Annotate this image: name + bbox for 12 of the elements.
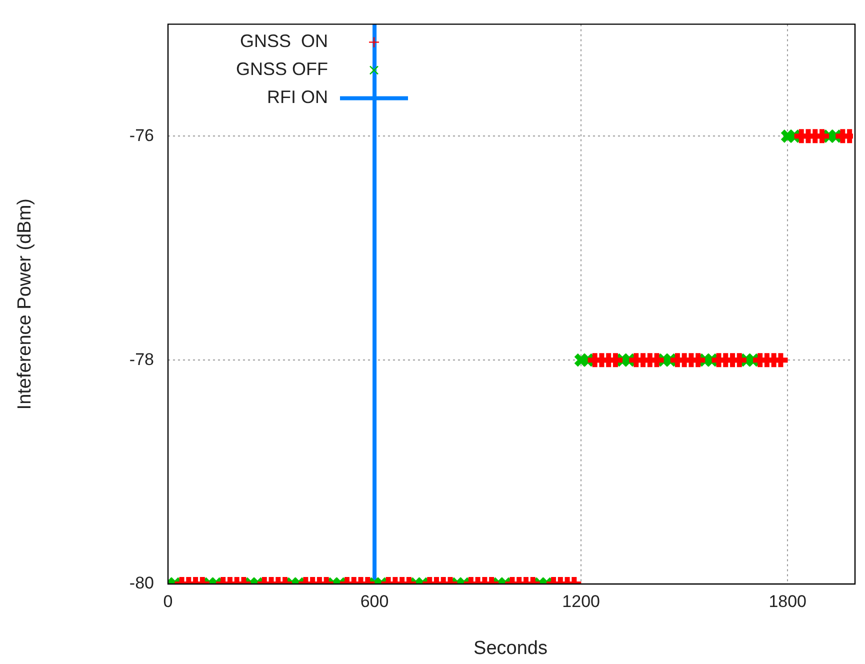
- x-tick-label: 0: [163, 592, 173, 611]
- y-tick-label: -76: [129, 126, 154, 145]
- y-tick-label: -80: [129, 574, 154, 593]
- y-tick-label: -78: [129, 350, 154, 369]
- x-tick-label: 600: [360, 592, 389, 611]
- legend-label: GNSS OFF: [236, 59, 328, 80]
- x-tick-label: 1800: [768, 592, 807, 611]
- legend-label: GNSS ON: [240, 31, 328, 52]
- x-axis-title: Seconds: [474, 638, 548, 659]
- legend-label: RFI ON: [267, 87, 328, 108]
- y-axis-title: Inteference Power (dBm): [14, 198, 36, 410]
- x-tick-label: 1200: [562, 592, 600, 611]
